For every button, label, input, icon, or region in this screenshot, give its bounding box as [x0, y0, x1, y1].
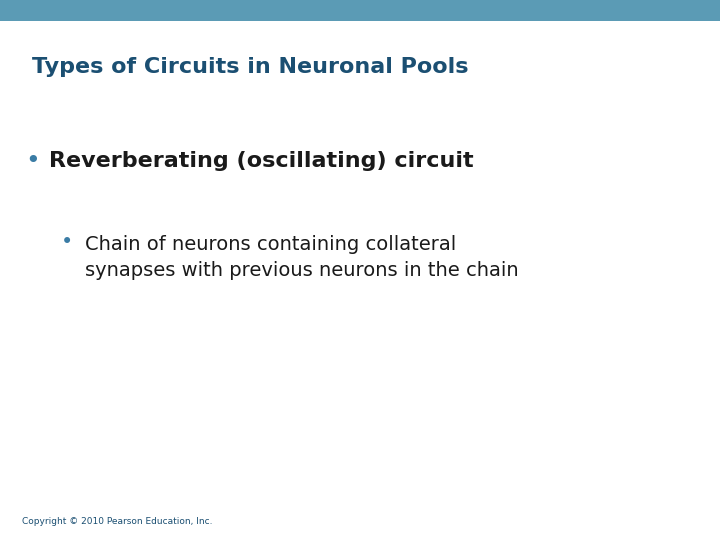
Text: •: •: [61, 232, 73, 252]
Text: •: •: [25, 148, 40, 172]
Bar: [0, 0, 720, 21]
Text: Types of Circuits in Neuronal Pools: Types of Circuits in Neuronal Pools: [32, 57, 469, 77]
Text: Reverberating (oscillating) circuit: Reverberating (oscillating) circuit: [49, 151, 474, 171]
Text: Chain of neurons containing collateral
synapses with previous neurons in the cha: Chain of neurons containing collateral s…: [85, 235, 518, 280]
Text: Copyright © 2010 Pearson Education, Inc.: Copyright © 2010 Pearson Education, Inc.: [22, 517, 212, 526]
